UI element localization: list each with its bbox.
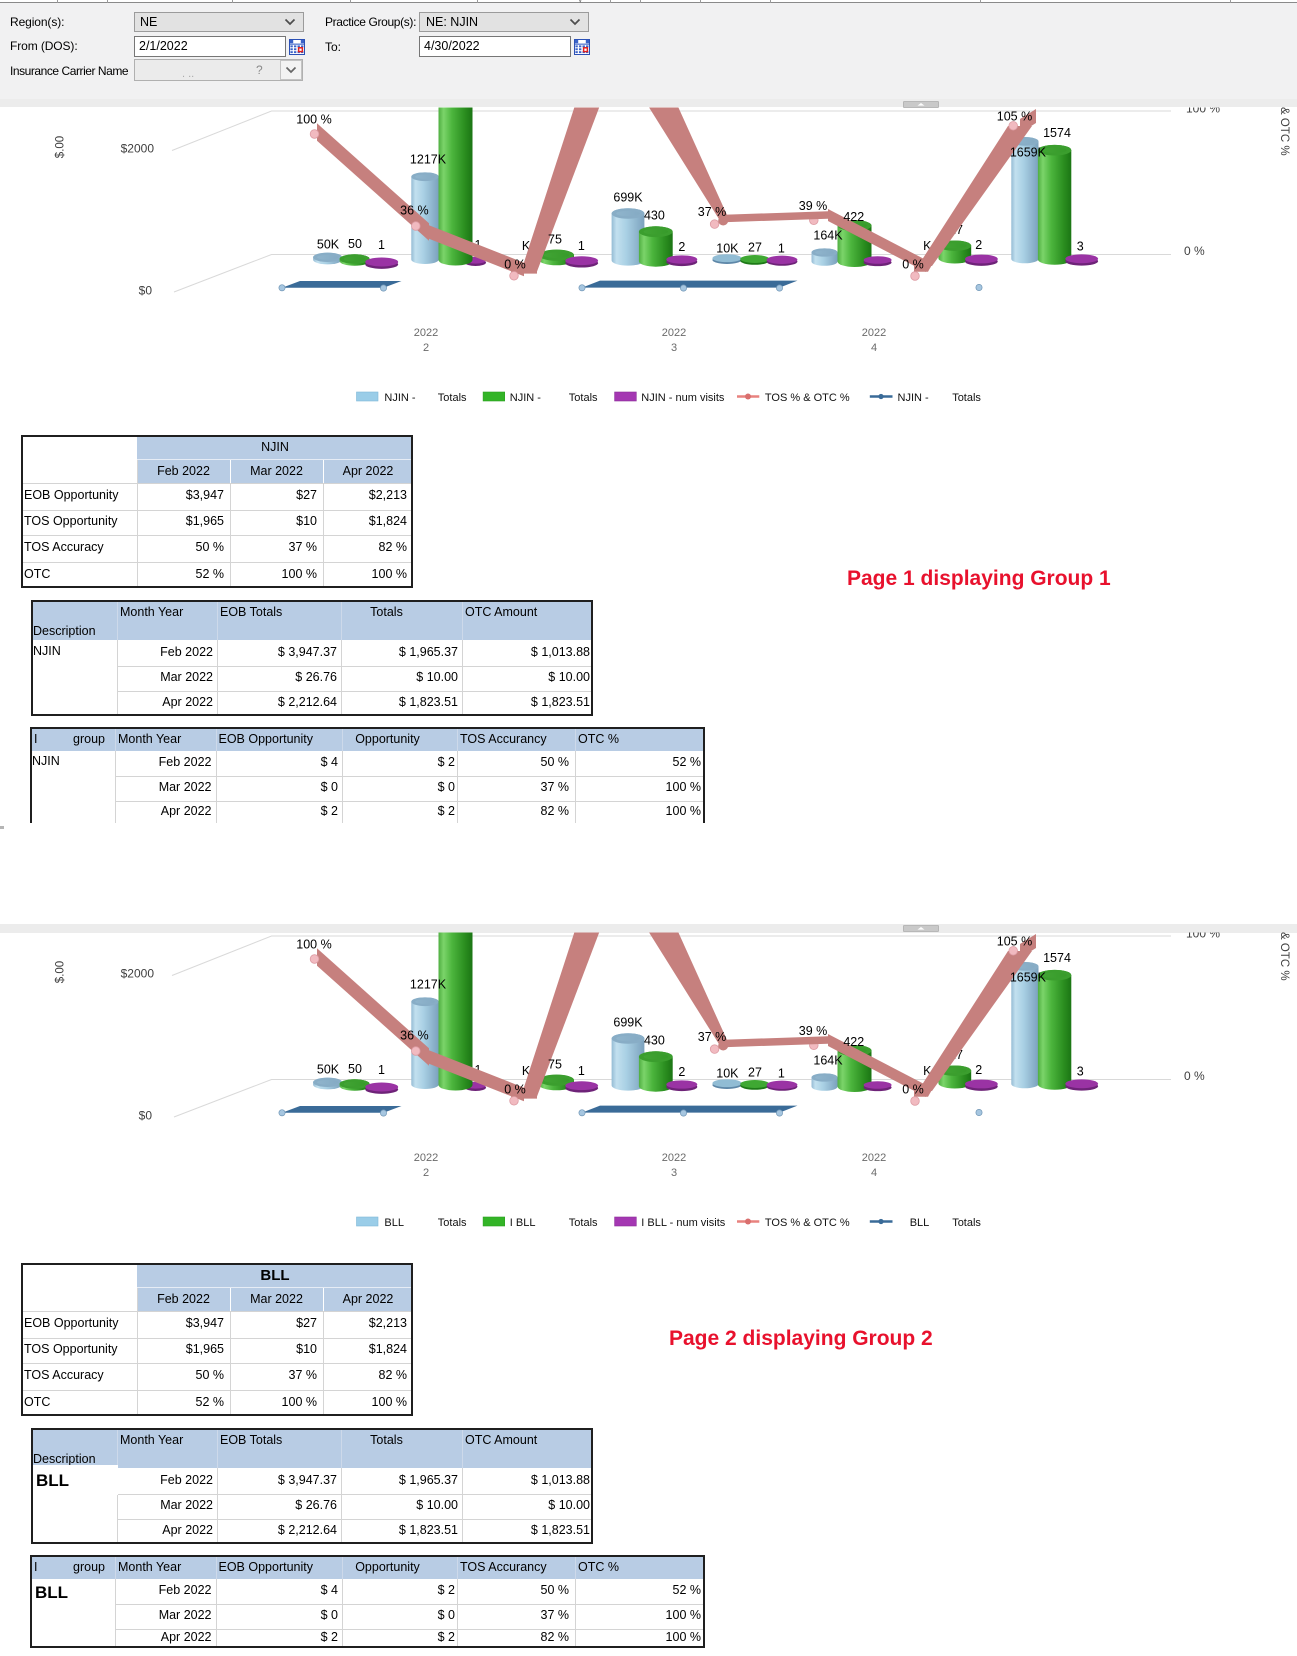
svg-text:36 %: 36 % (400, 203, 429, 217)
svg-text:50K: 50K (317, 1063, 340, 1077)
svg-text:430: 430 (644, 1034, 665, 1048)
svg-text:2022: 2022 (862, 1152, 886, 1164)
svg-text:1217K: 1217K (410, 153, 447, 167)
svg-text:BLL: BLL (910, 1217, 930, 1229)
svg-text:3: 3 (1077, 239, 1084, 253)
svg-text:100 %: 100 % (296, 113, 331, 127)
svg-text:50: 50 (348, 237, 362, 251)
svg-text:2022: 2022 (862, 327, 886, 339)
svg-text:Totals: Totals (569, 1217, 598, 1229)
svg-text:2022: 2022 (414, 327, 438, 339)
svg-text:NJIN -: NJIN - (510, 392, 542, 404)
svg-text:1: 1 (578, 239, 585, 253)
svg-text:1: 1 (778, 1067, 785, 1081)
svg-text:105 %: 105 % (997, 935, 1032, 949)
svg-text:164K: 164K (813, 229, 843, 243)
svg-text:1: 1 (378, 238, 385, 252)
svg-text:1574: 1574 (1043, 126, 1071, 140)
svg-text:Totals: Totals (438, 392, 467, 404)
svg-text:2022: 2022 (662, 327, 686, 339)
svg-text:$2000: $2000 (121, 141, 155, 155)
svg-text:39 %: 39 % (799, 199, 828, 213)
svg-text:K: K (923, 1064, 932, 1078)
svg-text:3: 3 (671, 1167, 677, 1179)
svg-text:2: 2 (678, 1065, 685, 1079)
svg-text:BLL: BLL (384, 1217, 404, 1229)
svg-text:$0: $0 (139, 283, 153, 297)
svg-text:1659K: 1659K (1010, 971, 1047, 985)
svg-text:422: 422 (843, 1035, 864, 1049)
svg-text:100 %: 100 % (296, 938, 331, 952)
svg-text:699K: 699K (613, 191, 643, 205)
svg-text:10K: 10K (716, 1067, 739, 1081)
svg-text:$.00: $.00 (55, 136, 67, 158)
svg-text:37 %: 37 % (698, 205, 727, 219)
svg-text:$0: $0 (139, 1108, 153, 1122)
svg-text:27: 27 (748, 1066, 762, 1080)
svg-text:0 %: 0 % (504, 258, 526, 272)
svg-text:1: 1 (578, 1064, 585, 1078)
svg-text:37 %: 37 % (698, 1030, 727, 1044)
svg-text:430: 430 (644, 209, 665, 223)
svg-text:$2000: $2000 (121, 966, 155, 980)
svg-text:2: 2 (975, 1063, 982, 1077)
svg-text:100 %: 100 % (1186, 102, 1220, 116)
svg-text:422: 422 (843, 210, 864, 224)
svg-text:2: 2 (423, 1167, 429, 1179)
svg-text:4: 4 (871, 1167, 877, 1179)
svg-text:0 %: 0 % (902, 1083, 924, 1097)
svg-text:105 %: 105 % (997, 110, 1032, 124)
svg-text:1574: 1574 (1043, 951, 1071, 965)
svg-text:50K: 50K (317, 238, 340, 252)
svg-text:0 %: 0 % (902, 258, 924, 272)
svg-text:699K: 699K (613, 1016, 643, 1030)
svg-text:NJIN -: NJIN - (898, 392, 930, 404)
svg-text:1: 1 (378, 1063, 385, 1077)
svg-text:50: 50 (348, 1062, 362, 1076)
svg-text:I BLL - num visits: I BLL - num visits (641, 1217, 725, 1229)
svg-text:75: 75 (548, 1058, 562, 1072)
svg-text:2: 2 (678, 240, 685, 254)
svg-text:1: 1 (778, 242, 785, 256)
svg-text:$.00: $.00 (55, 961, 67, 983)
svg-text:3: 3 (1077, 1064, 1084, 1078)
svg-text:& OTC %: & OTC % (1278, 107, 1290, 156)
svg-text:39 %: 39 % (799, 1024, 828, 1038)
svg-text:3: 3 (671, 342, 677, 354)
svg-text:K: K (923, 239, 932, 253)
svg-text:2: 2 (423, 342, 429, 354)
svg-text:4: 4 (871, 342, 877, 354)
svg-text:100 %: 100 % (1186, 927, 1220, 941)
svg-text:0 %: 0 % (1184, 244, 1205, 258)
svg-text:1217K: 1217K (410, 978, 447, 992)
svg-text:2022: 2022 (662, 1152, 686, 1164)
svg-text:K: K (522, 239, 531, 253)
svg-text:NJIN - num visits: NJIN - num visits (641, 392, 725, 404)
svg-text:75: 75 (548, 233, 562, 247)
svg-text:164K: 164K (813, 1054, 843, 1068)
svg-text:I BLL: I BLL (510, 1217, 536, 1229)
svg-text:& OTC %: & OTC % (1278, 932, 1290, 981)
svg-text:10K: 10K (716, 242, 739, 256)
svg-text:0 %: 0 % (1184, 1069, 1205, 1083)
svg-text:Totals: Totals (569, 392, 598, 404)
svg-text:36 %: 36 % (400, 1028, 429, 1042)
svg-text:27: 27 (748, 241, 762, 255)
svg-text:K: K (522, 1064, 531, 1078)
svg-text:0 %: 0 % (504, 1083, 526, 1097)
svg-text:Totals: Totals (952, 1217, 981, 1229)
svg-text:NJIN -: NJIN - (384, 392, 416, 404)
svg-text:Totals: Totals (438, 1217, 467, 1229)
svg-text:2022: 2022 (414, 1152, 438, 1164)
svg-text:2: 2 (975, 238, 982, 252)
svg-text:Totals: Totals (952, 392, 981, 404)
svg-text:TOS % & OTC %: TOS % & OTC % (765, 1217, 850, 1229)
svg-text:TOS % & OTC %: TOS % & OTC % (765, 392, 850, 404)
svg-text:1659K: 1659K (1010, 146, 1047, 160)
